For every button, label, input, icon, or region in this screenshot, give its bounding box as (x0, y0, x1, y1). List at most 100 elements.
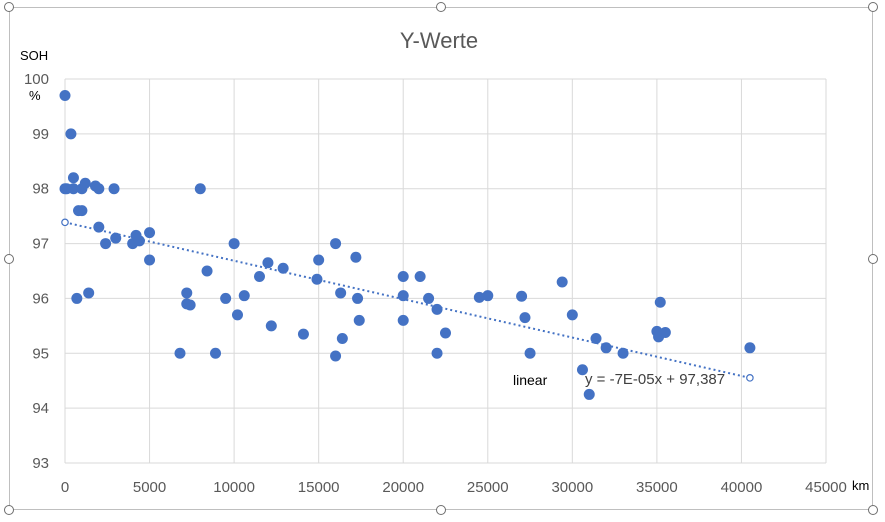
data-point (566, 309, 578, 321)
data-point (440, 327, 451, 339)
data-point (352, 292, 364, 304)
y-tick-label: 97 (32, 236, 49, 253)
x-tick-label: 5000 (133, 479, 166, 496)
data-point (71, 292, 83, 304)
y-axis-unit: % (29, 88, 41, 103)
resize-handle-top-center[interactable] (436, 2, 446, 12)
tick-labels: 93 94 95 96 97 98 99 100 0 5000 10000 15000 20000 250… (24, 71, 847, 496)
y-tick-label: 98 (32, 181, 49, 198)
data-points (59, 89, 756, 400)
y-tick-label: 96 (32, 290, 49, 307)
data-point (353, 314, 365, 326)
data-point (67, 183, 79, 195)
data-point (253, 270, 265, 282)
resize-handle-bottom-right[interactable] (868, 505, 878, 515)
data-point (201, 265, 213, 277)
x-tick-label: 15000 (298, 479, 340, 496)
data-point (228, 238, 240, 250)
resize-handle-top-left[interactable] (4, 2, 14, 12)
data-point (110, 232, 122, 244)
x-tick-label: 0 (61, 479, 69, 496)
data-point (194, 183, 206, 195)
data-point (397, 270, 409, 282)
data-point (556, 276, 568, 288)
data-point (79, 177, 91, 189)
x-tick-label: 35000 (636, 479, 678, 496)
data-point (524, 347, 536, 359)
y-tick-label: 100 (24, 71, 49, 88)
data-point (174, 347, 186, 359)
data-point (576, 364, 588, 376)
chart-title: Y-Werte (400, 28, 478, 53)
trendline-equation: y = -7E-05x + 97,387 (585, 371, 725, 388)
data-point (93, 183, 105, 195)
data-point (67, 172, 79, 184)
resize-handle-bottom-center[interactable] (436, 505, 446, 515)
data-point (423, 292, 435, 304)
trendline (64, 221, 751, 379)
data-point (330, 350, 342, 362)
x-tick-label: 30000 (551, 479, 593, 496)
data-point (220, 292, 232, 304)
x-tick-label: 10000 (213, 479, 255, 496)
data-point (83, 287, 95, 299)
data-point (76, 205, 88, 217)
trendline-label: linear (513, 372, 548, 388)
x-tick-label: 40000 (721, 479, 763, 496)
data-point (397, 314, 409, 326)
data-point (313, 254, 325, 266)
resize-handle-top-right[interactable] (868, 2, 878, 12)
data-point (144, 227, 156, 239)
data-point (277, 262, 289, 274)
data-point (144, 254, 156, 266)
y-tick-label: 95 (32, 345, 49, 362)
data-point (600, 342, 612, 354)
y-axis-label: SOH (20, 48, 48, 63)
data-point (335, 287, 347, 299)
y-tick-label: 93 (32, 455, 49, 472)
data-point (93, 221, 105, 233)
data-point (336, 332, 348, 344)
data-point (297, 328, 309, 340)
data-point (654, 296, 666, 308)
data-point (133, 235, 145, 247)
resize-handle-middle-right[interactable] (868, 254, 878, 264)
data-point (516, 290, 528, 302)
data-point (431, 303, 443, 315)
data-point (238, 290, 250, 302)
data-point (659, 326, 671, 338)
x-tick-label: 20000 (382, 479, 424, 496)
trendline-start-marker (61, 218, 69, 227)
data-point (519, 312, 531, 324)
data-point (473, 291, 485, 303)
x-tick-label: 25000 (467, 479, 509, 496)
gridlines (64, 78, 827, 464)
data-point (590, 332, 602, 344)
y-tick-label: 99 (32, 126, 49, 143)
x-axis-unit: km (852, 478, 869, 493)
data-point (108, 183, 120, 195)
data-point (265, 320, 277, 332)
data-point (482, 290, 494, 302)
resize-handle-middle-left[interactable] (4, 254, 14, 264)
data-point (744, 342, 756, 354)
data-point (231, 309, 243, 321)
data-point (184, 299, 196, 311)
data-point (181, 287, 193, 299)
data-point (311, 273, 323, 285)
data-point (59, 89, 71, 101)
data-point (414, 270, 426, 282)
data-point (330, 238, 342, 250)
data-point (583, 388, 595, 400)
data-point (397, 290, 409, 302)
trendline-group (61, 218, 754, 382)
data-point (262, 257, 274, 269)
resize-handle-bottom-left[interactable] (4, 505, 14, 515)
data-point (617, 347, 629, 359)
data-point (65, 128, 77, 140)
y-tick-label: 94 (32, 400, 49, 417)
trendline-end-marker (746, 374, 754, 382)
data-point (210, 347, 222, 359)
data-point (100, 238, 112, 250)
